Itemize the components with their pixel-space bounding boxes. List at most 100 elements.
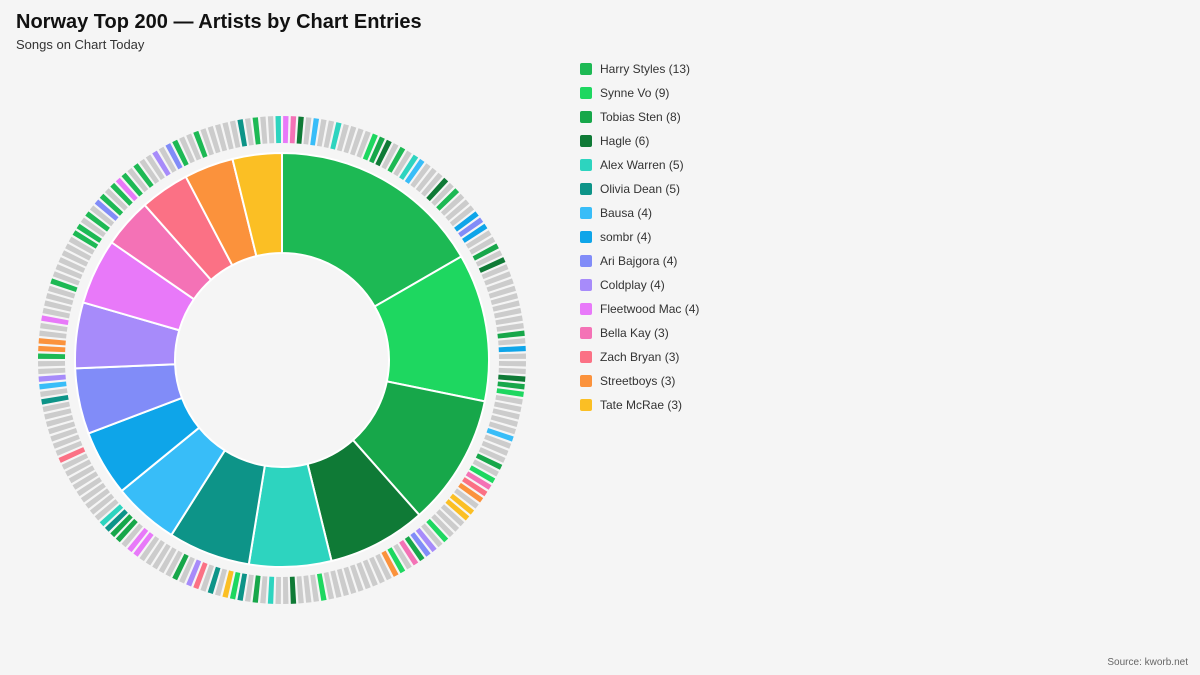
position-segment-121[interactable] (133, 532, 154, 557)
position-segment-168[interactable] (72, 230, 99, 249)
position-segment-199[interactable] (267, 116, 275, 144)
position-segment-94[interactable] (323, 571, 335, 600)
position-segment-35[interactable] (472, 243, 499, 261)
position-segment-159[interactable] (45, 293, 74, 306)
position-segment-165[interactable] (61, 250, 89, 267)
position-segment-24[interactable] (426, 177, 449, 202)
legend-item-sombr[interactable]: sombr (4) (580, 225, 699, 249)
position-segment-72[interactable] (449, 493, 475, 515)
position-segment-123[interactable] (121, 523, 143, 548)
position-segment-169[interactable] (76, 223, 102, 243)
position-segment-6[interactable] (316, 119, 327, 147)
position-segment-5[interactable] (310, 118, 320, 146)
position-segment-76[interactable] (431, 514, 454, 538)
position-segment-118[interactable] (152, 543, 171, 570)
position-segment-149[interactable] (38, 367, 66, 375)
position-segment-180[interactable] (133, 163, 154, 188)
position-segment-186[interactable] (172, 139, 189, 167)
slice-harry-styles[interactable] (281, 151, 463, 308)
position-segment-87[interactable] (369, 556, 385, 584)
position-segment-177[interactable] (115, 177, 138, 202)
position-segment-70[interactable] (458, 482, 484, 503)
position-segment-137[interactable] (58, 447, 86, 463)
position-segment-152[interactable] (38, 345, 66, 353)
position-segment-145[interactable] (41, 394, 69, 405)
position-segment-115[interactable] (172, 553, 189, 581)
position-segment-84[interactable] (387, 547, 406, 574)
position-segment-82[interactable] (399, 540, 419, 566)
position-segment-51[interactable] (498, 361, 526, 367)
position-segment-3[interactable] (296, 116, 304, 144)
position-segment-107[interactable] (229, 571, 241, 600)
legend-item-streetboys[interactable]: Streetboys (3) (580, 369, 699, 393)
position-segment-95[interactable] (316, 573, 327, 601)
position-segment-138[interactable] (55, 440, 83, 456)
position-segment-178[interactable] (121, 172, 143, 197)
position-segment-109[interactable] (215, 568, 228, 597)
position-segment-126[interactable] (104, 509, 128, 532)
position-segment-132[interactable] (76, 477, 102, 497)
position-segment-65[interactable] (475, 453, 503, 470)
position-segment-57[interactable] (493, 401, 522, 413)
position-segment-96[interactable] (310, 574, 320, 602)
position-segment-112[interactable] (193, 562, 208, 590)
position-segment-160[interactable] (48, 285, 76, 299)
position-segment-37[interactable] (478, 257, 506, 273)
legend-item-zach-bryan[interactable]: Zach Bryan (3) (580, 345, 699, 369)
position-segment-50[interactable] (498, 353, 526, 359)
legend-item-tate-mcrae[interactable]: Tate McRae (3) (580, 393, 699, 417)
position-segment-92[interactable] (336, 568, 349, 597)
position-segment-124[interactable] (115, 518, 138, 543)
position-segment-131[interactable] (80, 482, 106, 503)
position-segment-34[interactable] (469, 236, 496, 255)
position-segment-12[interactable] (356, 130, 371, 158)
position-segment-172[interactable] (89, 205, 115, 227)
position-segment-111[interactable] (200, 564, 214, 592)
position-segment-140[interactable] (50, 428, 78, 442)
position-segment-11[interactable] (350, 128, 364, 156)
position-segment-196[interactable] (244, 118, 254, 146)
position-segment-97[interactable] (303, 575, 312, 603)
position-segment-55[interactable] (496, 388, 524, 398)
position-segment-119[interactable] (145, 540, 165, 566)
position-segment-122[interactable] (127, 527, 149, 553)
position-segment-127[interactable] (99, 504, 124, 527)
position-segment-39[interactable] (484, 271, 512, 286)
position-segment-101[interactable] (275, 576, 281, 604)
position-segment-62[interactable] (484, 434, 512, 449)
position-segment-117[interactable] (158, 547, 177, 574)
position-segment-194[interactable] (229, 120, 241, 149)
position-segment-78[interactable] (421, 523, 443, 548)
position-segment-44[interactable] (493, 307, 522, 319)
position-segment-187[interactable] (179, 136, 195, 164)
legend-item-ari-bajgora[interactable]: Ari Bajgora (4) (580, 249, 699, 273)
position-segment-41[interactable] (488, 285, 516, 299)
position-segment-171[interactable] (85, 211, 110, 232)
position-segment-179[interactable] (127, 167, 149, 193)
position-segment-20[interactable] (404, 158, 425, 184)
position-segment-43[interactable] (492, 300, 520, 312)
position-segment-114[interactable] (179, 556, 195, 584)
position-segment-166[interactable] (65, 243, 92, 261)
position-segment-189[interactable] (193, 130, 208, 158)
position-segment-46[interactable] (496, 322, 524, 332)
legend-item-hagle[interactable]: Hagle (6) (580, 129, 699, 153)
position-segment-102[interactable] (267, 576, 275, 604)
position-segment-136[interactable] (61, 453, 89, 470)
position-segment-105[interactable] (244, 574, 254, 602)
position-segment-197[interactable] (252, 117, 261, 145)
position-segment-91[interactable] (343, 566, 357, 594)
position-segment-110[interactable] (207, 566, 221, 594)
position-segment-68[interactable] (465, 471, 492, 490)
position-segment-1[interactable] (283, 116, 289, 144)
legend-item-bausa[interactable]: Bausa (4) (580, 201, 699, 225)
position-segment-164[interactable] (58, 257, 86, 273)
position-segment-26[interactable] (436, 188, 460, 211)
position-segment-163[interactable] (55, 264, 83, 280)
position-segment-17[interactable] (387, 146, 406, 173)
position-segment-45[interactable] (495, 315, 523, 326)
position-segment-167[interactable] (68, 236, 95, 255)
position-segment-99[interactable] (289, 576, 297, 604)
position-segment-90[interactable] (350, 564, 364, 592)
position-segment-100[interactable] (283, 576, 289, 604)
